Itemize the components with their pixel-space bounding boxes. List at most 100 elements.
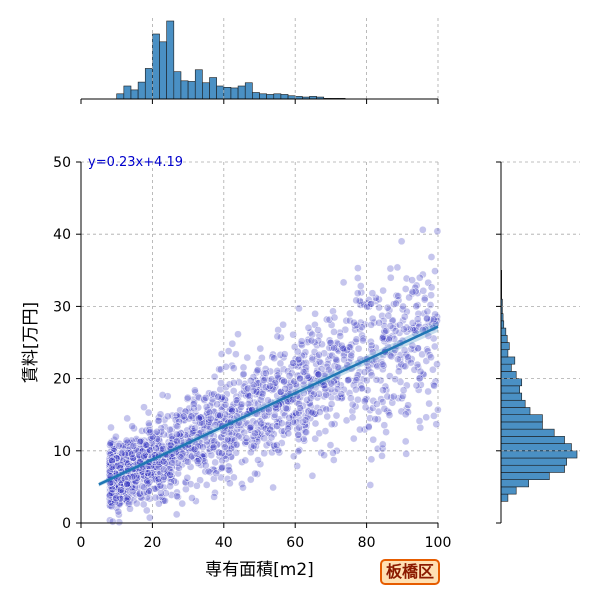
scatter-point xyxy=(237,400,246,409)
top-hist-bar xyxy=(252,92,260,100)
scatter-point xyxy=(274,326,282,334)
scatter-point xyxy=(214,392,223,401)
scatter-point xyxy=(344,375,353,384)
scatter-point xyxy=(224,465,233,474)
scatter-point xyxy=(192,497,200,505)
scatter-point xyxy=(427,253,436,261)
scatter-point xyxy=(369,435,378,444)
scatter-point xyxy=(336,332,345,340)
scatter-point xyxy=(262,369,270,378)
scatter-point xyxy=(229,364,238,373)
scatter-point xyxy=(392,299,400,308)
scatter-point xyxy=(378,444,387,453)
scatter-point xyxy=(191,386,199,395)
scatter-point xyxy=(126,504,134,513)
scatter-point xyxy=(356,425,364,434)
scatter-point xyxy=(285,371,294,380)
scatter-point xyxy=(401,437,410,446)
scatter-point xyxy=(391,327,400,335)
scatter-point xyxy=(317,359,325,368)
scatter-point xyxy=(224,347,233,355)
scatter-point xyxy=(174,469,182,478)
scatter-point xyxy=(367,455,376,464)
scatter-point xyxy=(322,405,331,414)
scatter-point xyxy=(434,405,442,414)
scatter-point xyxy=(386,264,395,273)
scatter-point xyxy=(399,302,407,311)
scatter-point xyxy=(360,397,369,406)
scatter-point xyxy=(353,274,362,282)
right-hist-bar xyxy=(500,371,517,379)
top-hist-bar xyxy=(216,85,225,100)
scatter-point xyxy=(397,407,406,416)
regression-line xyxy=(98,325,439,486)
scatter-point xyxy=(293,347,302,356)
top-hist-bar xyxy=(202,82,210,100)
right-hist-bar xyxy=(500,436,565,444)
scatter-point xyxy=(183,473,192,482)
scatter-point xyxy=(132,499,141,508)
scatter-point xyxy=(344,376,352,385)
y-tick-label: 20 xyxy=(53,372,71,388)
right-hist-bar xyxy=(500,327,507,336)
scatter-point xyxy=(218,463,227,472)
scatter-point xyxy=(254,359,263,367)
scatter-point xyxy=(322,315,331,324)
scatter-point xyxy=(311,434,320,443)
scatter-point xyxy=(432,420,441,429)
top-hist-bar xyxy=(259,93,267,100)
scatter-point xyxy=(173,437,182,446)
scatter-point xyxy=(168,459,177,467)
scatter-point xyxy=(173,430,181,439)
scatter-point xyxy=(386,351,395,360)
scatter-point xyxy=(401,410,410,419)
scatter-point xyxy=(143,469,152,477)
scatter-point xyxy=(276,351,285,359)
scatter-point xyxy=(401,285,410,293)
scatter-point xyxy=(140,403,148,412)
scatter-point xyxy=(404,408,412,416)
scatter-point xyxy=(193,457,202,466)
scatter-point xyxy=(172,510,181,519)
scatter-point xyxy=(308,408,317,417)
scatter-point xyxy=(260,449,269,458)
scatter-point xyxy=(300,351,309,360)
scatter-points xyxy=(105,225,442,527)
scatter-point xyxy=(239,370,248,378)
scatter-point xyxy=(217,402,226,411)
scatter-point xyxy=(114,507,123,516)
scatter-point xyxy=(280,377,289,386)
top-hist-bar xyxy=(116,93,125,100)
scatter-point xyxy=(173,422,182,431)
top-hist-bar xyxy=(187,81,196,100)
scatter-point xyxy=(212,469,221,478)
scatter-point xyxy=(143,477,152,486)
scatter-point xyxy=(232,350,240,359)
top-hist-bar xyxy=(144,68,153,100)
scatter-point xyxy=(229,379,238,387)
scatter-point xyxy=(412,381,421,390)
scatter-point xyxy=(211,458,220,467)
scatter-point xyxy=(430,342,439,351)
scatter-point xyxy=(430,381,439,390)
top-hist-bar xyxy=(194,69,203,100)
scatter-point xyxy=(190,445,199,454)
scatter-point xyxy=(367,337,375,346)
scatter-point xyxy=(385,411,394,419)
scatter-point xyxy=(308,471,317,480)
scatter-point xyxy=(304,323,313,332)
scatter-point xyxy=(395,362,404,371)
scatter-point xyxy=(193,481,201,490)
scatter-point xyxy=(108,517,117,526)
scatter-point xyxy=(159,465,168,474)
scatter-point xyxy=(332,356,341,364)
scatter-point xyxy=(291,408,300,417)
scatter-point xyxy=(213,400,221,409)
scatter-point xyxy=(210,493,218,501)
scatter-point xyxy=(402,450,411,458)
scatter-point xyxy=(294,431,303,439)
scatter-point xyxy=(327,385,335,394)
scatter-point xyxy=(226,479,234,488)
right-hist-bar xyxy=(500,349,509,358)
